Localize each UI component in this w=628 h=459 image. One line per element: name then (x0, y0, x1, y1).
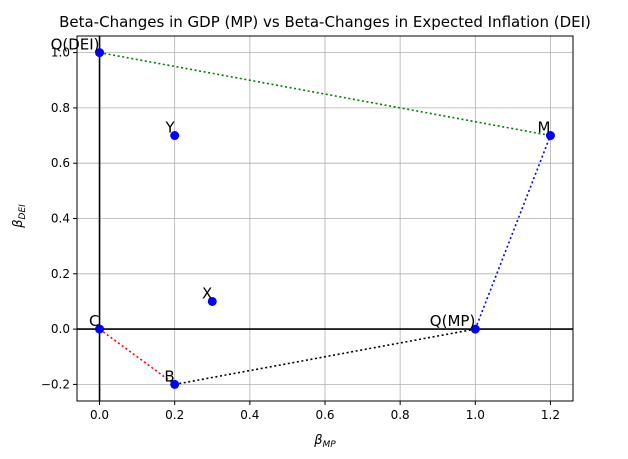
y-tick-label: 0.2 (51, 267, 70, 281)
y-axis-label: βDEI (11, 204, 28, 229)
data-point (95, 48, 105, 58)
x-axis-label-sub: MP (323, 440, 337, 450)
y-tick-label: −0.2 (41, 377, 70, 391)
y-tick-label: 1.0 (51, 46, 70, 60)
data-point (545, 131, 555, 141)
x-axis-label-main: β (313, 433, 322, 448)
data-point (170, 131, 180, 141)
data-point (95, 324, 105, 334)
point-label: Q(DEI) (51, 36, 100, 54)
point-label: C (89, 312, 99, 330)
x-tick-label: 0.8 (391, 408, 410, 422)
x-tick-label: 0.0 (90, 408, 109, 422)
dotted-segment (174, 328, 476, 386)
x-tick-label: 0.6 (315, 408, 334, 422)
data-point (170, 379, 180, 389)
y-tick-label: 0.8 (51, 101, 70, 115)
y-axis-label-main: β (11, 219, 26, 228)
dotted-segment (474, 135, 552, 330)
data-points (95, 48, 555, 389)
data-point (207, 296, 217, 306)
y-ticks: −0.2 0.0 0.2 0.4 0.6 0.8 1.0 (41, 46, 77, 391)
dotted-segment (99, 51, 551, 137)
y-axis-label-sub: DEI (18, 204, 28, 220)
point-label: M (538, 119, 551, 137)
y-tick-label: 0.4 (51, 212, 70, 226)
segments (99, 51, 552, 386)
x-tick-label: 0.4 (240, 408, 259, 422)
y-tick-label: 0.0 (51, 322, 70, 336)
point-label: B (164, 367, 174, 385)
x-tick-label: 0.2 (165, 408, 184, 422)
dotted-segment (99, 328, 176, 386)
grid (77, 36, 573, 401)
chart-title: Beta-Changes in GDP (MP) vs Beta-Changes… (59, 13, 591, 31)
y-tick-label: 0.6 (51, 156, 70, 170)
point-label: Q(MP) (430, 312, 476, 330)
data-point (470, 324, 480, 334)
point-label: Y (165, 119, 176, 137)
x-axis-label: βMP (313, 433, 336, 450)
zero-axis-lines (77, 36, 573, 401)
x-tick-label: 1.2 (541, 408, 560, 422)
point-label: X (202, 284, 212, 302)
point-labels: Q(DEI) Y M X C Q(MP) B (51, 36, 551, 386)
x-ticks: 0.0 0.2 0.4 0.6 0.8 1.0 1.2 (90, 401, 560, 422)
x-tick-label: 1.0 (466, 408, 485, 422)
